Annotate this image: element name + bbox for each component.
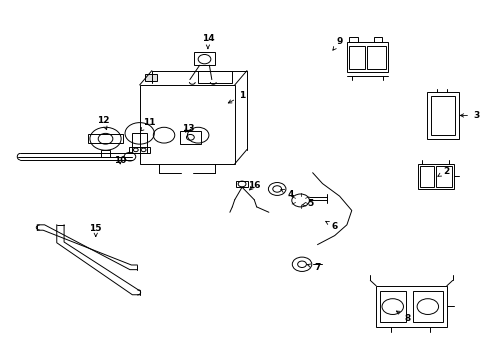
- Text: 2: 2: [437, 167, 449, 176]
- Text: 5: 5: [301, 199, 313, 208]
- Bar: [348, 45, 365, 69]
- Bar: [198, 71, 232, 83]
- Text: 7: 7: [306, 264, 320, 273]
- Bar: [101, 149, 110, 157]
- Bar: [373, 37, 382, 42]
- Text: 12: 12: [97, 116, 109, 130]
- Text: 13: 13: [182, 123, 194, 132]
- Bar: [144, 74, 157, 81]
- Bar: [193, 51, 215, 65]
- Text: 14: 14: [201, 34, 214, 49]
- Text: 3: 3: [459, 111, 478, 120]
- Text: 1: 1: [228, 91, 244, 103]
- Bar: [375, 286, 446, 327]
- Text: 10: 10: [114, 156, 126, 165]
- Bar: [430, 96, 454, 135]
- Bar: [236, 181, 247, 187]
- Bar: [346, 42, 387, 72]
- Text: 9: 9: [332, 37, 342, 50]
- Bar: [379, 291, 405, 321]
- Bar: [366, 45, 385, 69]
- Bar: [180, 131, 200, 144]
- Text: 6: 6: [325, 221, 337, 231]
- Bar: [88, 134, 122, 143]
- Text: 16: 16: [247, 181, 260, 190]
- Bar: [417, 164, 453, 189]
- Bar: [140, 85, 234, 164]
- Text: 15: 15: [89, 224, 102, 237]
- Text: 11: 11: [140, 118, 155, 131]
- Bar: [132, 134, 147, 153]
- Bar: [435, 166, 451, 187]
- Bar: [419, 166, 433, 187]
- Text: 8: 8: [396, 311, 410, 323]
- Bar: [412, 291, 442, 321]
- Bar: [427, 92, 458, 139]
- Text: 4: 4: [280, 189, 293, 199]
- Bar: [348, 37, 357, 42]
- Bar: [129, 147, 150, 153]
